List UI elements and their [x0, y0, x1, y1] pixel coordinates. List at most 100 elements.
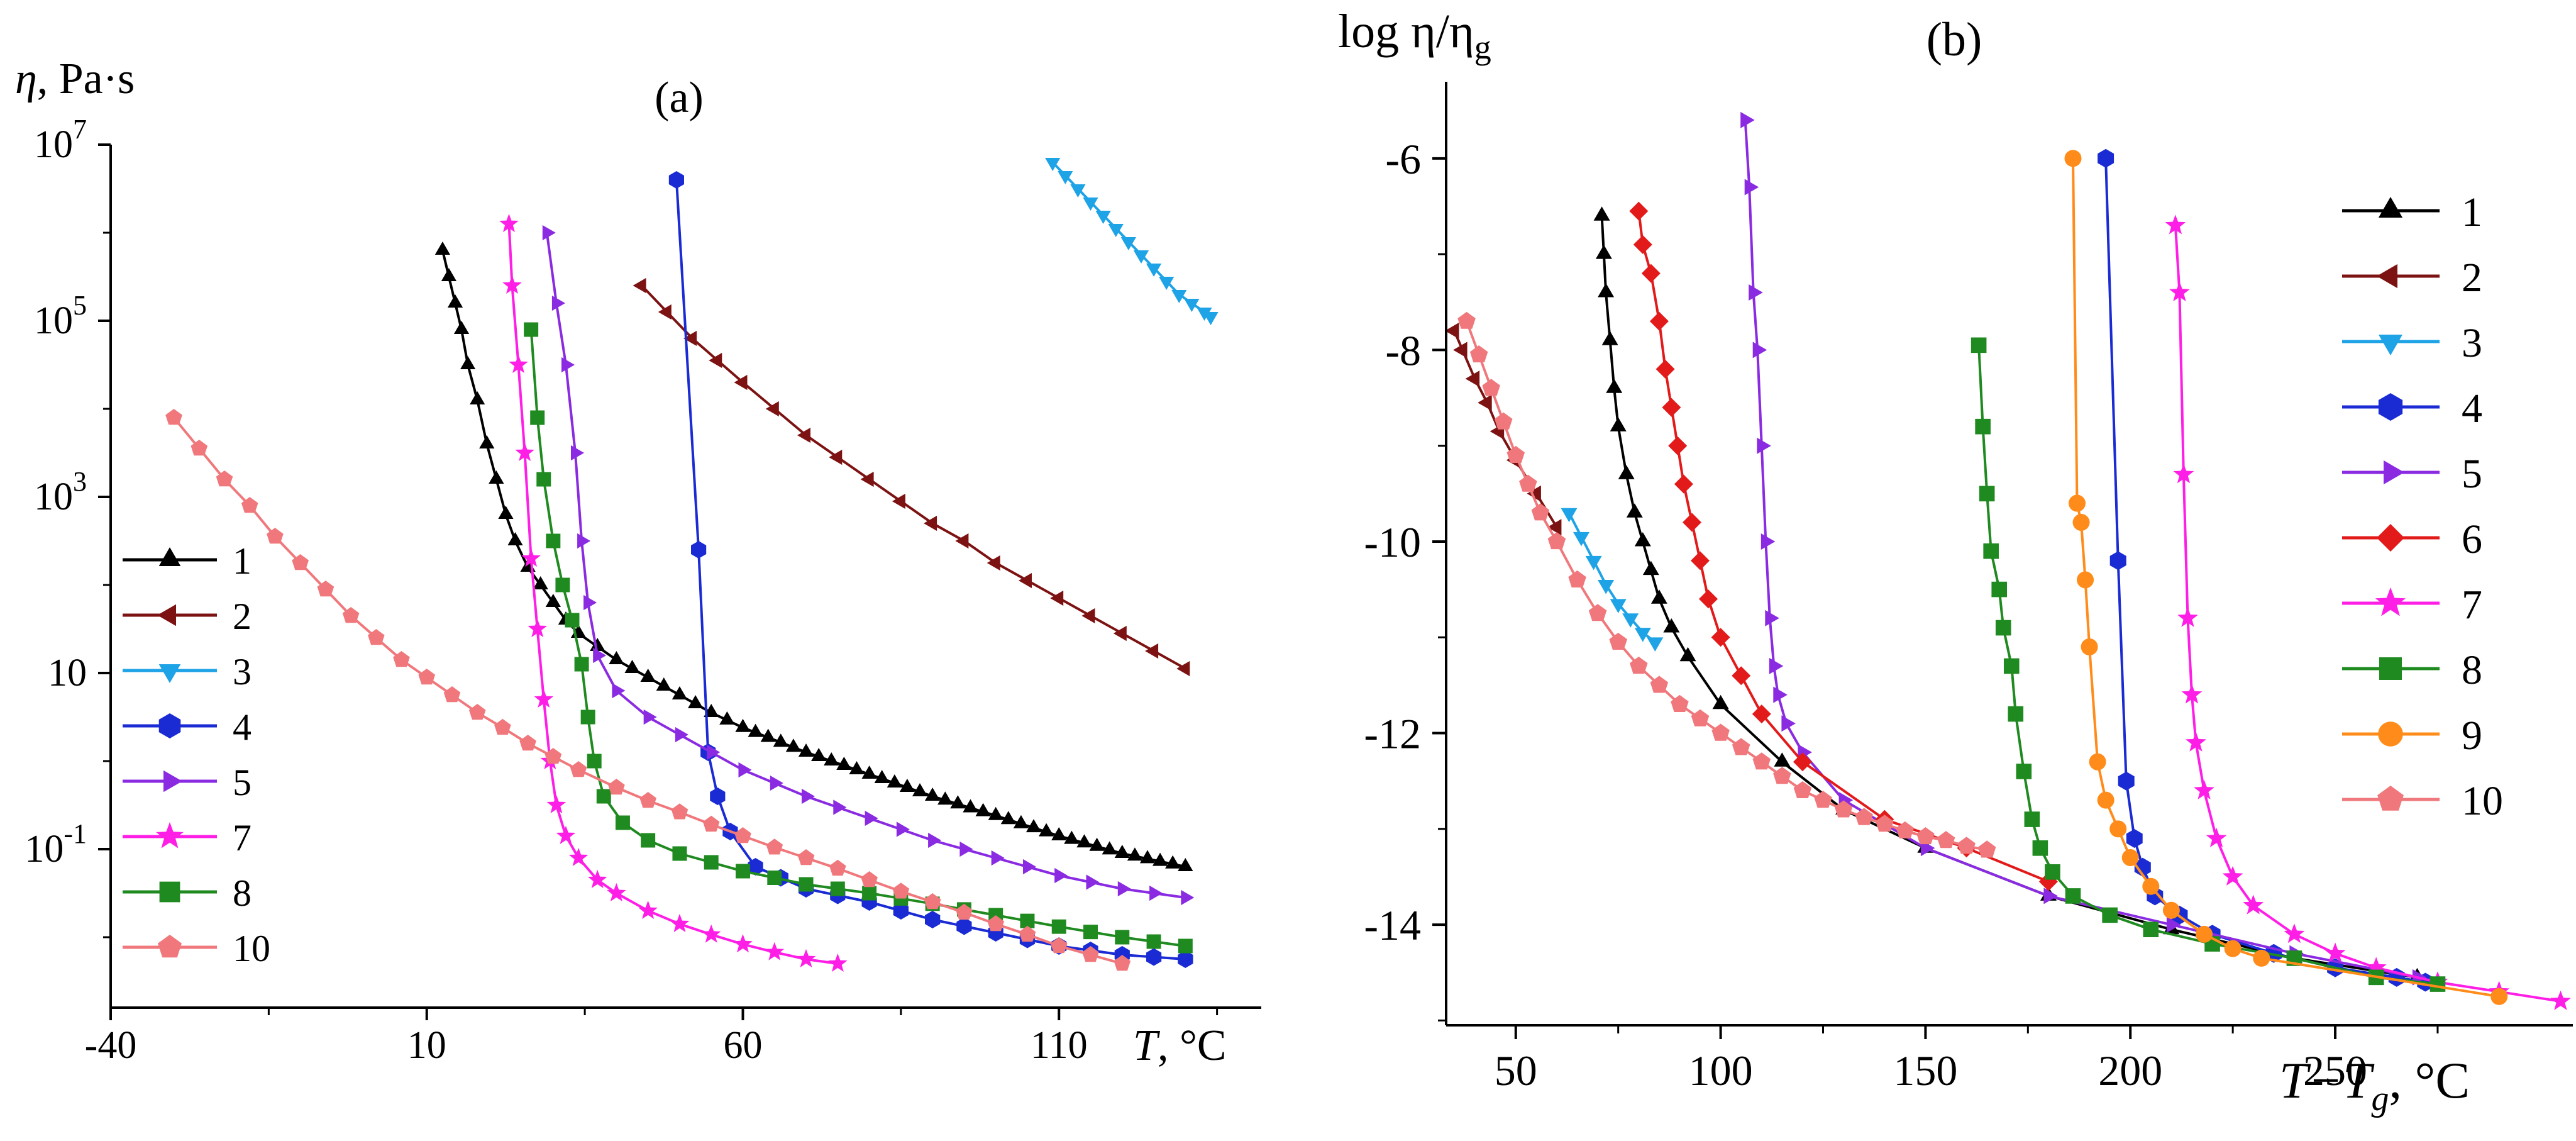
panel-b-point-10 [1519, 474, 1537, 492]
panel-b-xtick-label: 100 [1689, 1047, 1753, 1094]
panel-a-point-8 [546, 533, 561, 548]
panel-a-point-2 [955, 533, 969, 549]
panel-a-point-7 [515, 442, 534, 461]
panel-a-point-1 [899, 779, 915, 792]
panel-b-point-5 [1749, 284, 1763, 301]
panel-a-point-2 [987, 555, 1000, 571]
panel-a-point-8 [580, 710, 595, 725]
panel-a-line-10 [172, 416, 1123, 965]
panel-b-legend-item-9: 9 [2342, 713, 2482, 759]
panel-a-point-1 [1051, 827, 1067, 840]
panel-b-point-10 [1876, 815, 1894, 832]
panel-a-point-5 [643, 709, 657, 725]
panel-a-point-7 [796, 949, 816, 967]
panel-b-legend-marker [2378, 197, 2403, 218]
panel-a-point-5 [802, 788, 815, 804]
panel-a-point-8 [1083, 925, 1098, 940]
panel-a-point-5 [612, 682, 626, 699]
panel-a-point-8 [536, 472, 551, 487]
panel-a-point-1 [887, 774, 902, 788]
panel-a-point-7 [499, 213, 519, 232]
panel-a-point-1 [640, 669, 656, 682]
panel-a-point-1 [656, 677, 672, 691]
panel-b-point-6 [1674, 474, 1693, 494]
panel-b-legend-marker [2384, 460, 2404, 485]
panel-b-point-6 [1711, 628, 1730, 647]
panel-b-point-4 [2134, 857, 2151, 877]
panel-a-point-1 [441, 268, 457, 281]
panel-b-point-9 [2064, 150, 2082, 167]
panel-a-point-7 [528, 618, 547, 637]
panel-b-point-7 [2177, 607, 2198, 627]
panel-a-point-1 [773, 733, 788, 747]
panel-b-series-8 [1971, 337, 2446, 992]
panel-a-series-1 [434, 242, 1193, 871]
panel-b-point-1 [1601, 331, 1618, 345]
panel-a-point-10 [766, 838, 783, 855]
panel-b-point-9 [2081, 638, 2098, 655]
panel-b-point-5 [1781, 715, 1796, 732]
panel-b-point-4 [2118, 771, 2135, 791]
panel-b-point-8 [2065, 888, 2081, 904]
panel-b-point-3 [1647, 637, 1664, 652]
panel-b-ytick-label: -12 [1364, 710, 1421, 758]
panel-b-point-3 [1585, 555, 1602, 570]
panel-a-legend-label: 1 [233, 540, 252, 582]
panel-a-point-10 [987, 915, 1004, 932]
panel-b-point-9 [2490, 988, 2508, 1005]
panel-a-xtick-label: -40 [85, 1024, 137, 1067]
panel-b-point-1 [1610, 417, 1627, 431]
panel-b-point-6 [1732, 666, 1751, 686]
panel-a-point-2 [924, 515, 937, 532]
panel-a-point-3 [1070, 184, 1086, 198]
panel-b-point-9 [2162, 901, 2180, 919]
panel-b-point-10 [1547, 532, 1566, 550]
panel-a-series [165, 158, 1219, 972]
panel-a-ytick-label: 103 [34, 466, 87, 518]
panel-a-legend-marker [159, 881, 180, 903]
panel-a-point-4 [748, 858, 763, 876]
panel-b-legend-item-10: 10 [2342, 778, 2503, 824]
panel-b-point-7 [2194, 779, 2214, 799]
panel-a-point-10 [241, 497, 258, 513]
panel-b-legend-label: 2 [2462, 255, 2482, 301]
panel-a-point-3 [1045, 158, 1061, 171]
panel-a-point-2 [709, 352, 722, 369]
panel-a-point-2 [1081, 608, 1095, 624]
panel-a-point-1 [1165, 855, 1181, 869]
panel-b-ylabel: log η/ηg [1338, 5, 1491, 66]
panel-a-point-2 [1050, 590, 1064, 606]
panel-b-point-10 [1896, 821, 1915, 838]
panel-a-point-1 [1076, 834, 1092, 848]
panel-b-point-7 [2550, 990, 2571, 1010]
panel-a-point-4 [710, 788, 726, 805]
panel-a-point-4 [1178, 950, 1193, 968]
panel-a-point-7 [546, 794, 567, 813]
panel-b-point-10 [1977, 840, 1996, 858]
panel-a-point-1 [1064, 830, 1080, 844]
panel-a-point-7 [670, 913, 690, 932]
panel-a-point-1 [1102, 841, 1117, 855]
panel-b-point-1 [1595, 245, 1612, 259]
panel-a-legend-label: 4 [233, 706, 252, 748]
panel-b-point-5 [2166, 916, 2181, 933]
panel-a-legend-item-3: 3 [123, 651, 252, 693]
panel-b-point-4 [2109, 551, 2126, 570]
panel-b-point-6 [1633, 235, 1652, 254]
panel-a-point-10 [639, 792, 656, 808]
panel-a-point-1 [1089, 837, 1105, 851]
panel-b-series-3 [1561, 508, 1664, 652]
panel-a-legend-marker [158, 935, 182, 958]
panel-b-ytick-label: -8 [1385, 326, 1421, 374]
panel-b-point-8 [1971, 337, 1987, 353]
panel-b-legend-label: 3 [2462, 320, 2482, 366]
panel-a-point-5 [707, 744, 721, 760]
panel-b-point-3 [1634, 628, 1651, 642]
panel-a-point-8 [574, 657, 589, 672]
panel-b-point-6 [1649, 311, 1669, 331]
panel-a-point-7 [502, 275, 522, 294]
panel-a-legend-item-7: 7 [123, 817, 252, 859]
panel-a-point-3 [1203, 312, 1219, 325]
